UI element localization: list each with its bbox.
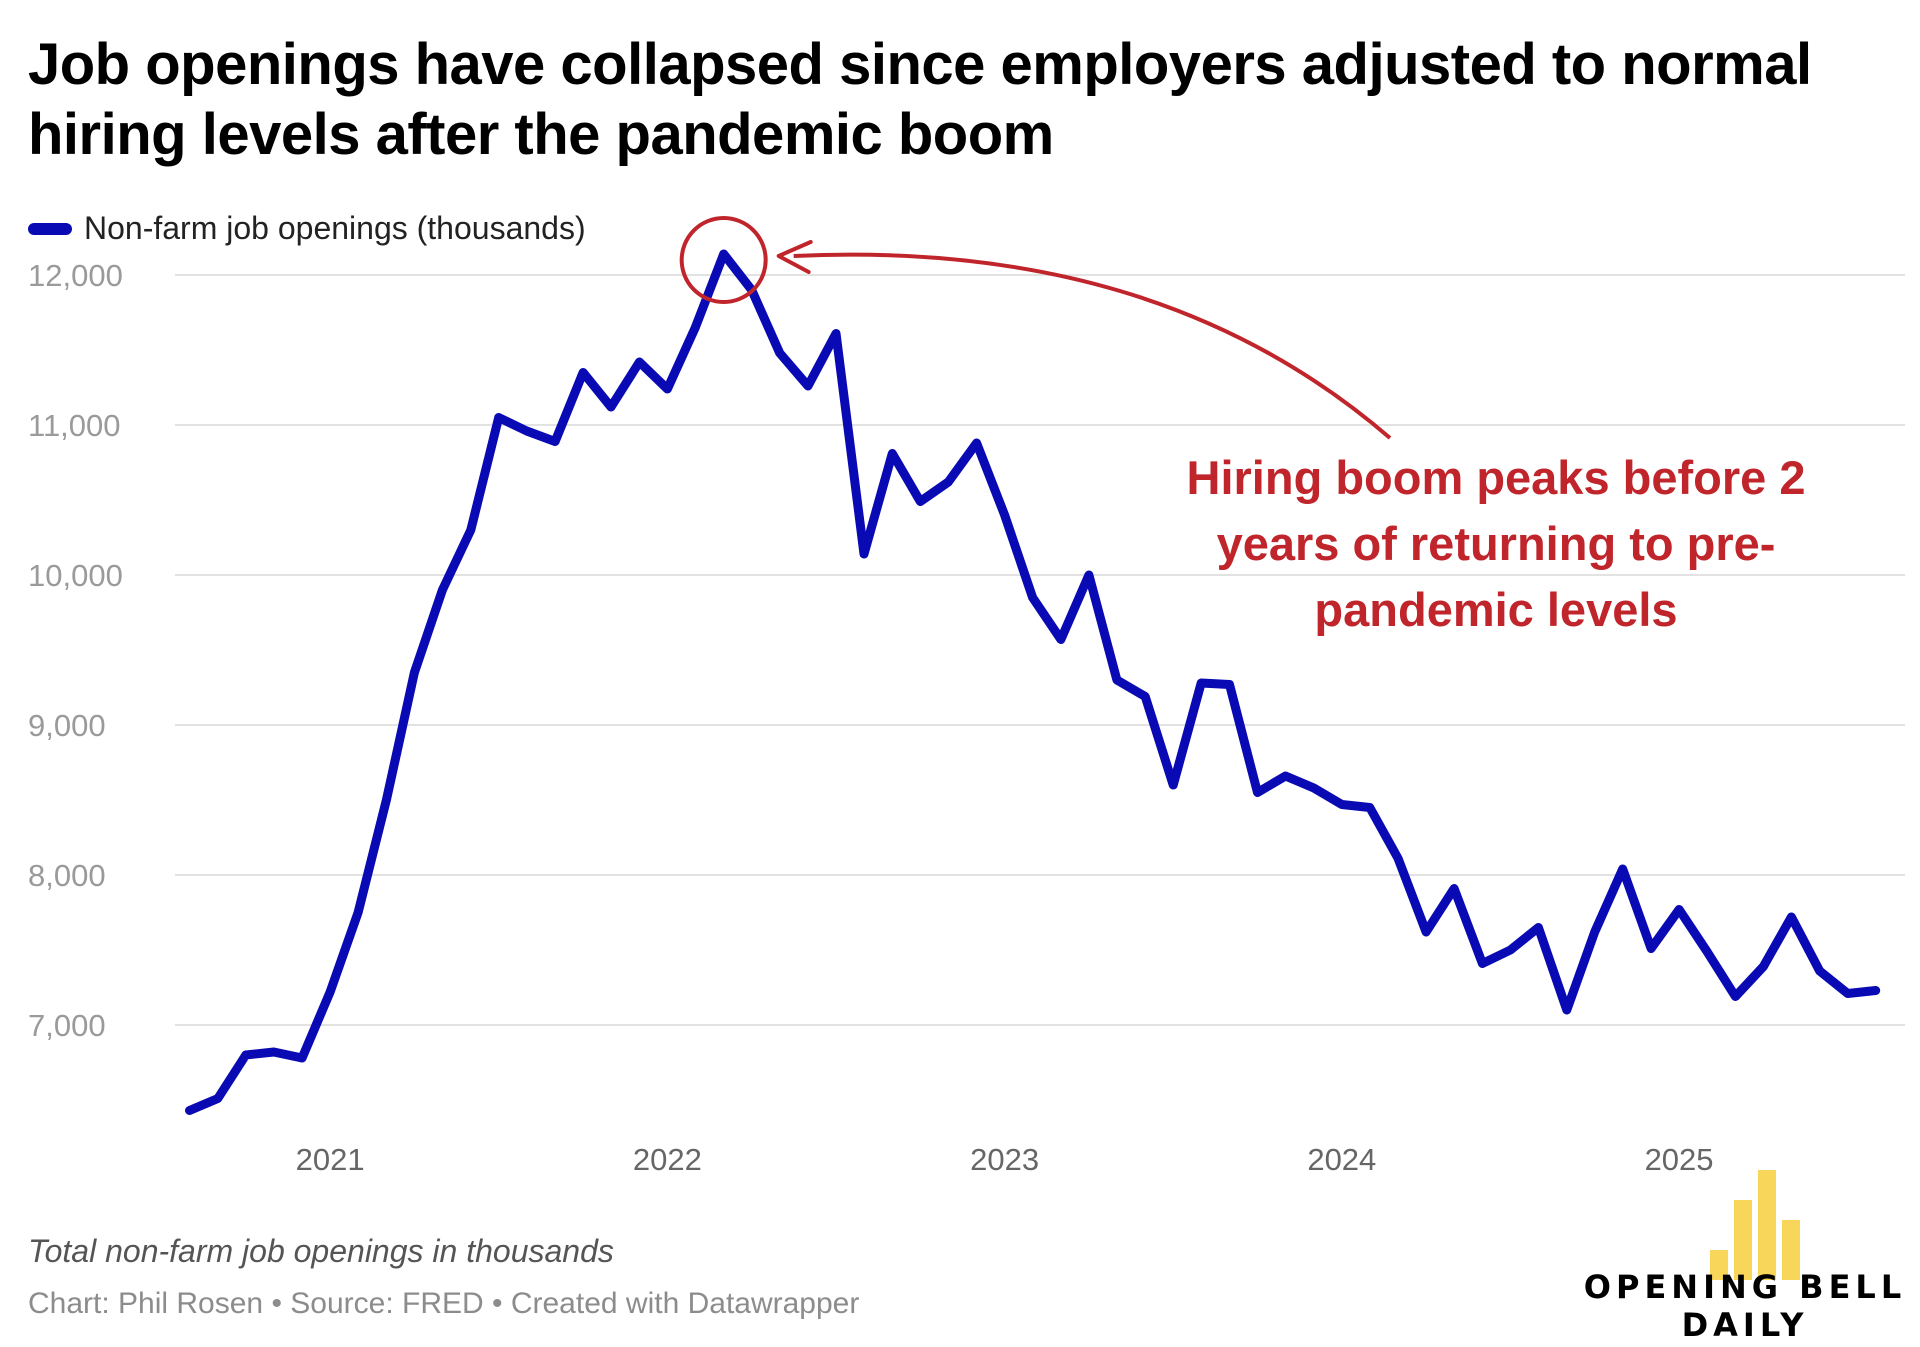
x-tick-label: 2023 (970, 1142, 1039, 1177)
logo-text: OPENING BELL DAILY (1580, 1268, 1910, 1344)
x-tick-label: 2021 (296, 1142, 365, 1177)
x-tick-label: 2025 (1645, 1142, 1714, 1177)
logo-bar (1734, 1200, 1752, 1280)
logo-bar (1710, 1250, 1728, 1280)
logo-line2: DAILY (1681, 1306, 1809, 1344)
opening-bell-daily-logo: OPENING BELL DAILY (1580, 1160, 1910, 1344)
legend: Non-farm job openings (thousands) (28, 210, 586, 247)
y-tick-label: 11,000 (28, 408, 121, 443)
y-tick-label: 9,000 (28, 708, 106, 743)
series-layer (185, 249, 1881, 1115)
chart-title: Job openings have collapsed since employ… (28, 32, 1812, 167)
peak-highlight-circle (679, 216, 768, 304)
logo-bar (1782, 1220, 1800, 1280)
annotation-arrow (793, 252, 1392, 440)
annotation-arrowhead (776, 240, 813, 274)
x-tick-label: 2024 (1307, 1142, 1376, 1177)
annotation-text: pandemic levels (1314, 583, 1677, 636)
logo-bar (1758, 1170, 1776, 1280)
gridlines (175, 274, 1905, 1026)
chart-subtitle: Total non-farm job openings in thousands (28, 1233, 614, 1269)
logo-line1: OPENING BELL (1583, 1268, 1907, 1306)
y-axis-labels: 7,000 8,000 9,000 10,000 11,000 12,000 (28, 258, 123, 1043)
y-tick-label: 8,000 (28, 858, 106, 893)
chart-source: Chart: Phil Rosen • Source: FRED • Creat… (28, 1287, 860, 1320)
y-tick-label: 10,000 (28, 558, 123, 593)
annotation-text: years of returning to pre- (1217, 517, 1776, 570)
y-tick-label: 7,000 (28, 1008, 106, 1043)
y-tick-label: 12,000 (28, 258, 123, 293)
series-line (185, 249, 1881, 1115)
legend-label: Non-farm job openings (thousands) (84, 210, 586, 246)
x-tick-label: 2022 (633, 1142, 702, 1177)
logo-bars-icon (1710, 1170, 1810, 1280)
legend-swatch (28, 222, 72, 235)
x-axis-labels: 2021 2022 2023 2024 2025 (296, 1142, 1714, 1177)
annotation-layer: Hiring boom peaks before 2 years of retur… (679, 216, 1806, 636)
annotation-text: Hiring boom peaks before 2 (1187, 451, 1806, 504)
